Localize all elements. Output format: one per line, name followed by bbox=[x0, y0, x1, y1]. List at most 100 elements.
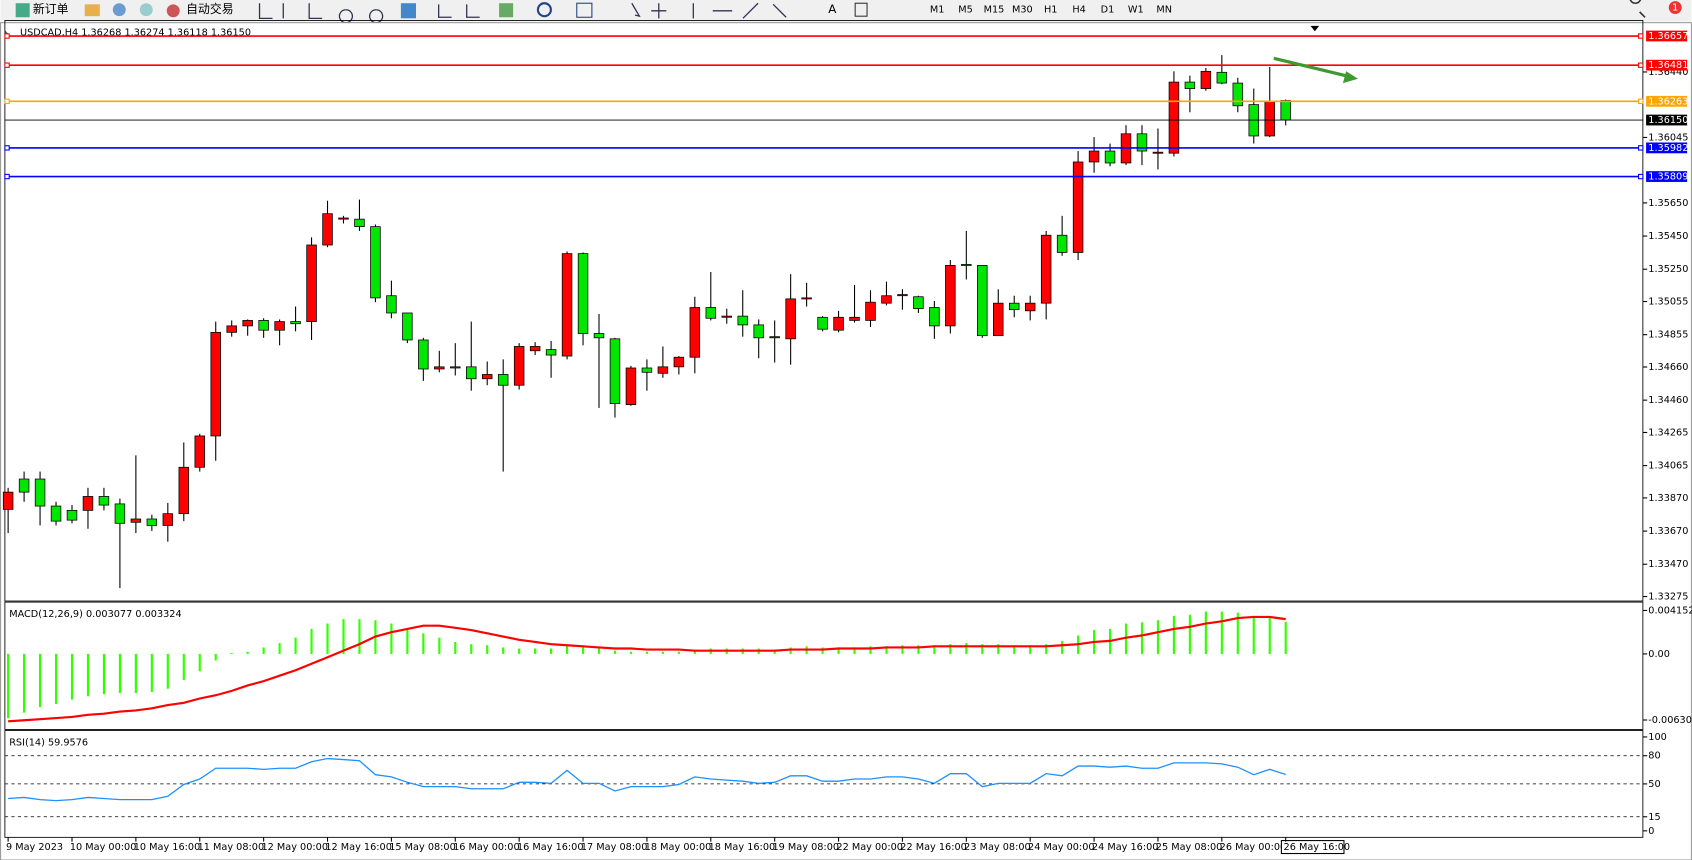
price-label: 1.36657 bbox=[1648, 31, 1688, 42]
candle-body bbox=[609, 338, 621, 405]
x-tick-label: 15 May 08:00 bbox=[389, 842, 456, 853]
candle-body bbox=[769, 336, 780, 339]
candle-body bbox=[993, 302, 1004, 337]
x-tick-label: 26 May 16:00 bbox=[1284, 842, 1351, 853]
candle-body bbox=[1264, 101, 1275, 137]
line-handle bbox=[4, 145, 10, 151]
candle-body bbox=[577, 253, 589, 334]
candle-body bbox=[450, 366, 461, 369]
candle-body bbox=[513, 346, 525, 386]
candle-body bbox=[1072, 161, 1084, 253]
candle-body bbox=[721, 315, 732, 318]
candle-body bbox=[913, 296, 924, 310]
candle-body bbox=[753, 324, 764, 339]
candle-body bbox=[1040, 234, 1052, 304]
x-tick-label: 16 May 16:00 bbox=[517, 842, 584, 853]
timeframe-button[interactable]: W1 bbox=[1128, 5, 1144, 16]
price-label-box bbox=[1646, 95, 1688, 107]
icon[interactable] bbox=[84, 4, 100, 17]
candle-body bbox=[977, 265, 988, 337]
y-tick-label: 1.34855 bbox=[1648, 330, 1688, 341]
line-handle bbox=[4, 98, 10, 105]
line-handle bbox=[1638, 62, 1644, 68]
timeframe-button[interactable]: M1 bbox=[930, 5, 945, 16]
icon[interactable] bbox=[854, 2, 868, 17]
icon[interactable] bbox=[576, 2, 593, 18]
timeframe-button[interactable]: D1 bbox=[1101, 5, 1115, 16]
candle-body bbox=[1280, 100, 1291, 121]
timeframe-button[interactable]: MN bbox=[1156, 5, 1172, 16]
candle-body bbox=[561, 253, 573, 357]
price-label: 1.36150 bbox=[1648, 115, 1688, 126]
icon[interactable] bbox=[139, 3, 153, 17]
candle-body bbox=[849, 316, 860, 321]
icon[interactable] bbox=[400, 3, 416, 19]
line-handle bbox=[4, 33, 10, 39]
line-handle bbox=[4, 62, 10, 68]
panel-frame bbox=[4, 20, 1644, 602]
auto-trading-button[interactable]: 自动交易 bbox=[186, 2, 233, 16]
y-tick-label: 1.34660 bbox=[1648, 362, 1688, 373]
new-order-icon[interactable] bbox=[15, 3, 30, 18]
candle-body bbox=[497, 374, 509, 386]
candle-body bbox=[673, 356, 685, 368]
x-label-highlight bbox=[1280, 840, 1345, 855]
icon[interactable] bbox=[499, 3, 514, 18]
candle-body bbox=[689, 307, 701, 358]
y-tick-label: 0.004152 bbox=[1648, 605, 1692, 616]
timeframe-button[interactable]: M15 bbox=[984, 5, 1005, 16]
price-label: 1.36481 bbox=[1648, 60, 1688, 71]
candle-body bbox=[929, 307, 940, 327]
candle-body bbox=[737, 315, 748, 326]
candle-body bbox=[34, 478, 46, 507]
line-handle bbox=[4, 173, 10, 180]
shift-marker bbox=[1310, 25, 1320, 32]
candle-body bbox=[1136, 133, 1148, 152]
candle-body bbox=[98, 496, 110, 506]
y-tick-label: 1.35055 bbox=[1648, 297, 1688, 308]
candle-body bbox=[402, 312, 413, 341]
timeframe-button[interactable]: H4 bbox=[1072, 5, 1085, 16]
y-tick-label: 80 bbox=[1648, 751, 1660, 762]
notification-badge[interactable] bbox=[1668, 1, 1682, 15]
candle-body bbox=[1184, 81, 1196, 89]
timeframe-button[interactable]: M30 bbox=[1012, 5, 1033, 16]
timeframe-button[interactable]: M5 bbox=[958, 5, 973, 16]
y-tick-label: -0.006309 bbox=[1648, 715, 1692, 726]
candle-body bbox=[785, 298, 796, 340]
candle-body bbox=[1200, 70, 1212, 89]
timeframe-button[interactable]: H1 bbox=[1044, 5, 1057, 16]
candle-body bbox=[306, 244, 317, 322]
candle-body bbox=[162, 513, 174, 526]
icon[interactable] bbox=[536, 2, 552, 18]
x-tick-label: 18 May 00:00 bbox=[645, 842, 712, 853]
price-label-box bbox=[1646, 59, 1688, 71]
search-icon[interactable] bbox=[1629, 0, 1646, 18]
candle-body bbox=[1232, 82, 1244, 107]
candle-body bbox=[641, 367, 653, 373]
candle-body bbox=[178, 466, 190, 515]
icon[interactable] bbox=[112, 3, 126, 17]
toolbar bbox=[0, 0, 1692, 22]
candle-body bbox=[657, 366, 669, 374]
candle-body bbox=[897, 294, 908, 297]
candle-body bbox=[354, 218, 365, 227]
auto-trading-icon[interactable] bbox=[166, 4, 180, 18]
y-tick-label: 0 bbox=[1648, 826, 1654, 837]
new-order-button[interactable]: 新订单 bbox=[33, 2, 69, 16]
candle-body bbox=[801, 297, 812, 300]
x-tick-label: 16 May 00:00 bbox=[453, 842, 520, 853]
x-tick-label: 9 May 2023 bbox=[6, 842, 63, 853]
price-label-box bbox=[1646, 114, 1688, 126]
y-tick-label: 1.34065 bbox=[1648, 461, 1688, 472]
x-tick-label: 19 May 08:00 bbox=[773, 842, 840, 853]
candle-body bbox=[258, 320, 269, 331]
price-label-box bbox=[1646, 30, 1688, 42]
rsi-line bbox=[8, 757, 1286, 802]
x-tick-label: 24 May 00:00 bbox=[1028, 842, 1095, 853]
y-tick-label: 1.35250 bbox=[1648, 264, 1688, 275]
candle-body bbox=[865, 301, 876, 321]
price-label-box bbox=[1646, 142, 1688, 154]
text-tool[interactable]: A bbox=[828, 2, 837, 16]
